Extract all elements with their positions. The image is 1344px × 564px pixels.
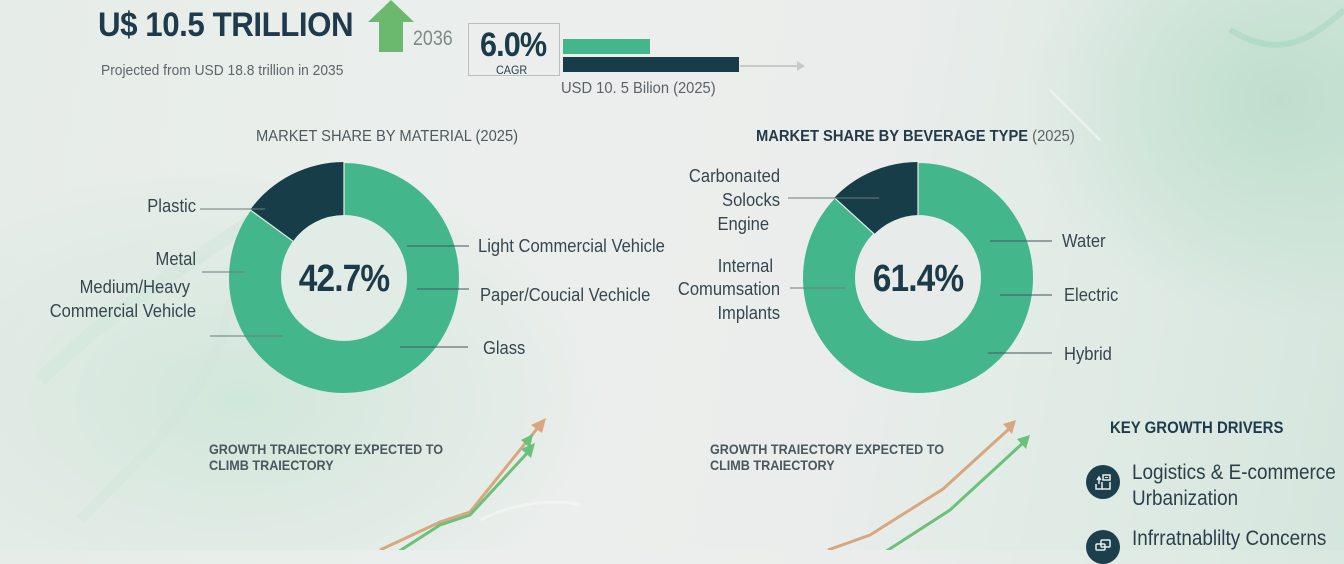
- beverage-label-water: Water: [1062, 231, 1106, 251]
- beverage-label-solocks: Solocks: [722, 190, 780, 210]
- bar-2025: [563, 39, 650, 54]
- material-label-plastic: Plastic: [147, 196, 196, 216]
- beverage-label-hybrid: Hybrid: [1064, 344, 1112, 364]
- growth-left-title: GROWTH TRAIECTORY EXPECTED TO CLIMB TRAI…: [209, 441, 443, 473]
- bar-2036: [563, 57, 739, 72]
- beverage-chart-title: MARKET SHARE BY BEVERAGE TYPE (2025): [756, 128, 1075, 146]
- cagr-box: [468, 23, 560, 76]
- beverage-label-electric: Electric: [1064, 285, 1119, 305]
- bar-axis-line: [740, 65, 800, 67]
- beverage-label-engine: Engine: [717, 214, 769, 234]
- headline-value: U$ 10.5 TRILLION: [98, 6, 354, 44]
- growth-right-title: GROWTH TRAIECTORY EXPECTED TO CLIMB TRAI…: [710, 441, 944, 473]
- beverage-title-main: MARKET SHARE BY BEVERAGE TYPE: [756, 128, 1029, 145]
- material-label-medium-heavy: Medium/Heavy: [79, 277, 190, 297]
- target-year: 2036: [413, 27, 453, 50]
- material-label-glass: Glass: [483, 338, 526, 358]
- logistics-icon: [1086, 465, 1120, 499]
- beverage-label-internal: Internal: [717, 256, 773, 276]
- driver-infrastructure-text: Infrratnablilty Concerns: [1132, 526, 1326, 552]
- growth-left-line1: GROWTH TRAIECTORY EXPECTED TO: [209, 441, 444, 457]
- material-label-metal: Metal: [155, 249, 196, 269]
- beverage-title-year: (2025): [1032, 128, 1075, 145]
- material-label-paper: Paper/Coucial Vechicle: [480, 285, 651, 305]
- material-label-commercial-vehicle: Commercial Vehicle: [49, 301, 196, 321]
- cagr-value: 6.0%: [480, 26, 547, 64]
- axis-arrow-icon: [797, 61, 805, 71]
- driver-logistics-text: Logistics & E-commerce Urbanization: [1132, 460, 1336, 512]
- material-center-value: 42.7%: [298, 258, 390, 300]
- beverage-label-comumsation: Comumsation: [677, 279, 780, 299]
- headline-subtitle: Projected from USD 18.8 trillion in 2035: [101, 62, 344, 79]
- vehicle-icon: [1086, 530, 1120, 564]
- beverage-center-value: 61.4%: [872, 258, 964, 300]
- material-label-light-commercial: Light Commercial Vehicle: [478, 236, 665, 256]
- growth-left-line2: CLIMB TRAIECTORY: [209, 457, 334, 473]
- growth-right-line1: GROWTH TRAIECTORY EXPECTED TO: [710, 441, 945, 457]
- beverage-label-carbonated: Carbonaıted: [688, 166, 780, 186]
- driver-infrastructure-line1: Infrratnablilty Concerns: [1132, 527, 1327, 550]
- up-arrow-icon: [368, 0, 414, 52]
- driver-logistics-line1: Logistics & E-commerce: [1132, 461, 1336, 484]
- bar-caption: USD 10. 5 Bilion (2025): [561, 80, 716, 97]
- cagr-label: CAGR: [496, 63, 528, 77]
- material-donut-chart: [200, 162, 469, 393]
- beverage-label-implants: Implants: [717, 303, 780, 323]
- growth-trend-arrows: [379, 418, 1030, 550]
- material-chart-title: MARKET SHARE BY MATERIAL (2025): [256, 128, 519, 145]
- growth-right-line2: CLIMB TRAIECTORY: [710, 457, 835, 473]
- beverage-donut-chart: [788, 162, 1052, 393]
- driver-logistics-line2: Urbanization: [1132, 487, 1239, 510]
- key-drivers-title: KEY GROWTH DRIVERS: [1110, 418, 1284, 437]
